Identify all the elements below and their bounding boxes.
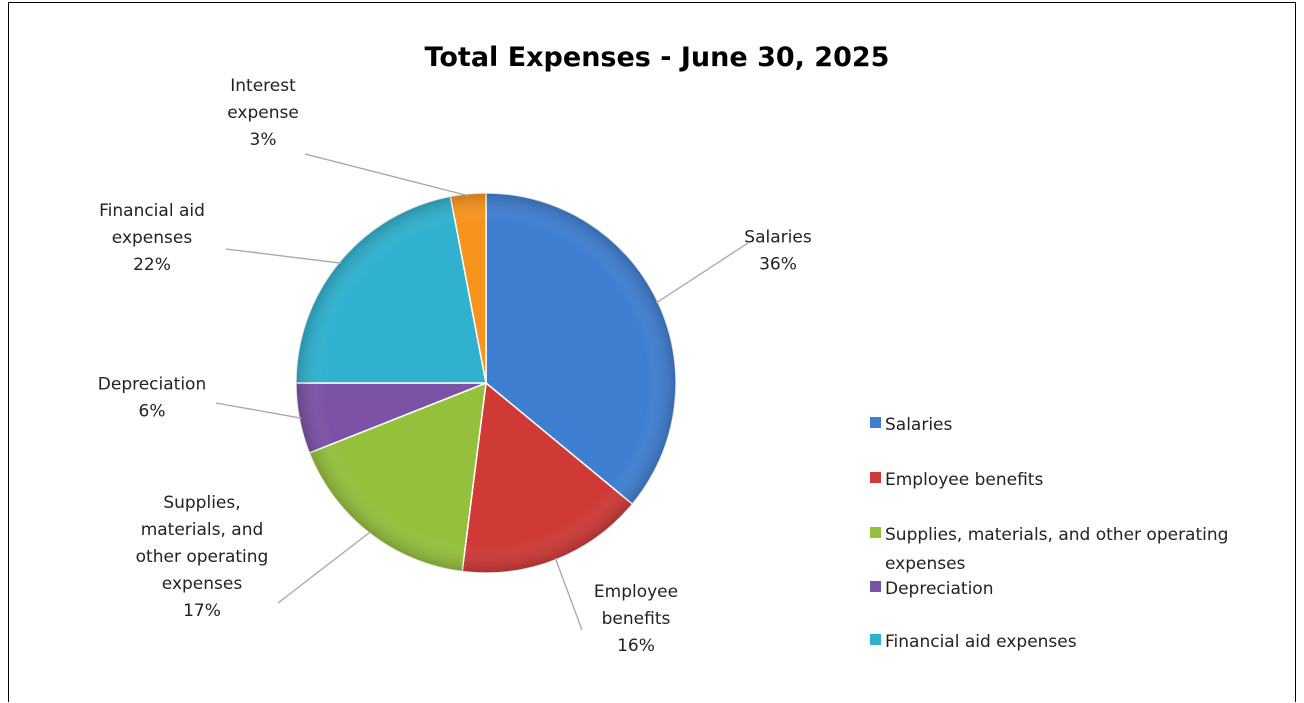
- data-label-depreciation: Depreciation 6%: [98, 375, 206, 422]
- legend-swatch-1: [870, 472, 881, 483]
- chart-frame: [8, 2, 1296, 702]
- chart-title: Total Expenses - June 30, 2025: [425, 42, 890, 73]
- legend-swatch-3: [870, 581, 881, 592]
- legend-label-4: Financial aid expenses: [885, 632, 1077, 652]
- legend-swatch-4: [870, 634, 881, 645]
- data-label-financial-aid-expenses: Financial aid expenses 22%: [99, 201, 205, 275]
- data-label-supplies-materials-and-other-operating-expenses: Supplies, materials, and other operating ex…: [136, 493, 269, 621]
- legend-swatch-0: [870, 417, 881, 428]
- data-label-interest-expense: Interest expense 3%: [227, 76, 299, 150]
- legend-label-1: Employee benefits: [885, 470, 1043, 490]
- leader-line-interest-expense: [304, 153, 469, 197]
- leader-line-depreciation: [215, 402, 302, 419]
- leader-line-employee-benefits: [554, 557, 583, 631]
- data-label-salaries: Salaries 36%: [744, 228, 812, 275]
- leader-line-supplies-materials-and-other-operating-expenses: [277, 530, 372, 604]
- legend-swatch-2: [870, 527, 881, 538]
- legend-label-2: Supplies, materials, and other operating…: [885, 525, 1228, 574]
- data-label-employee-benefits: Employee benefits 16%: [594, 582, 678, 656]
- legend-label-3: Depreciation: [885, 579, 993, 599]
- leader-line-financial-aid-expenses: [225, 248, 342, 264]
- legend-label-0: Salaries: [885, 415, 953, 435]
- pie-shading: [296, 193, 676, 573]
- leader-line-salaries: [655, 242, 749, 304]
